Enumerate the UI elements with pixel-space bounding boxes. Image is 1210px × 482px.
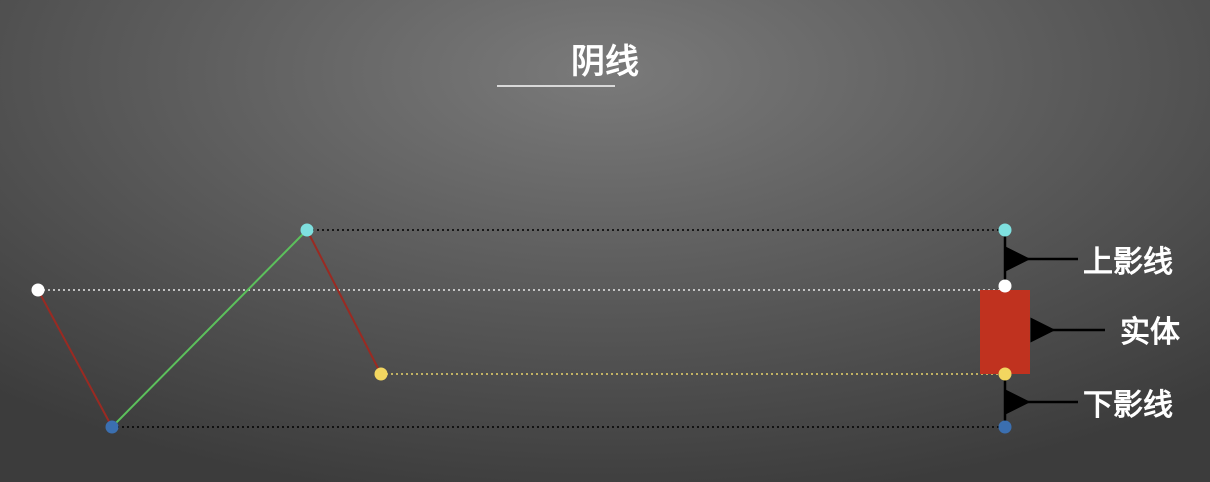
open-to-low-segment bbox=[37, 289, 113, 428]
low-point bbox=[105, 420, 119, 434]
candle-body bbox=[980, 290, 1030, 374]
high-to-close-segment bbox=[306, 229, 382, 375]
low-to-high-segment bbox=[111, 229, 308, 428]
candle-close-point bbox=[998, 367, 1012, 381]
candle-low-point bbox=[998, 420, 1012, 434]
upper-shadow-label: 上影线 bbox=[1083, 245, 1173, 280]
candle-high-point bbox=[998, 223, 1012, 237]
diagram-title: 阴线 bbox=[571, 42, 639, 82]
high-point bbox=[300, 223, 314, 237]
body-label: 实体 bbox=[1120, 315, 1181, 350]
candle-open-point bbox=[998, 279, 1012, 293]
close-point bbox=[374, 367, 388, 381]
open-point bbox=[31, 283, 45, 297]
lower-shadow-label: 下影线 bbox=[1083, 388, 1173, 423]
title-underline bbox=[497, 85, 615, 87]
